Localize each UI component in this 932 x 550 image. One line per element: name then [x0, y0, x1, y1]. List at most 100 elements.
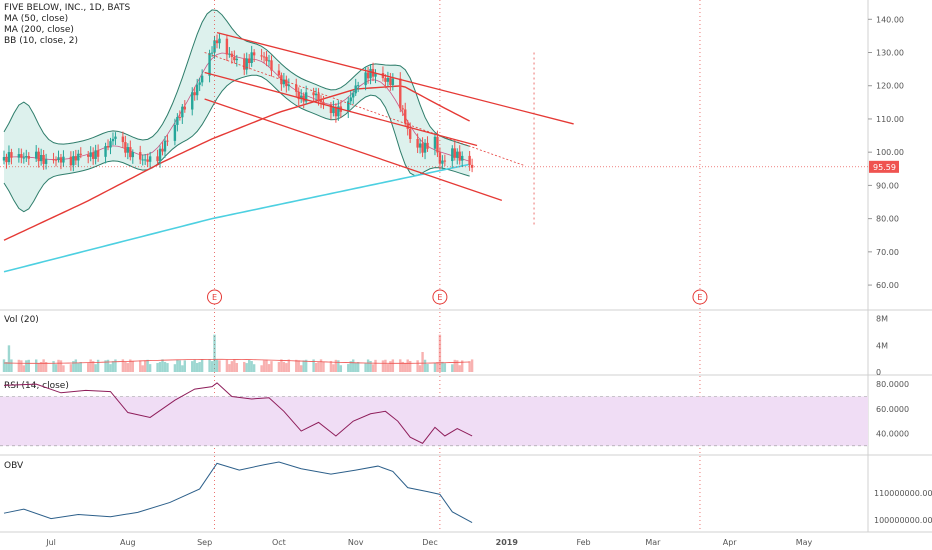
- candle-body: [17, 154, 21, 158]
- candle-body: [441, 160, 444, 164]
- volume-y-tick-label: 4M: [876, 341, 888, 350]
- candle-body: [285, 79, 288, 87]
- candle-body: [243, 58, 246, 70]
- volume-bar: [121, 359, 125, 372]
- x-tick-label: Jul: [45, 538, 56, 547]
- candle-body: [5, 157, 8, 163]
- volume-bar: [319, 359, 323, 372]
- obv-pane-label: OBV: [4, 461, 24, 471]
- rsi-line: [3, 382, 473, 444]
- volume-bar: [374, 359, 377, 372]
- volume-bar: [87, 363, 90, 372]
- candle-body: [59, 157, 63, 163]
- volume-bar: [235, 362, 239, 372]
- candle-body: [337, 106, 340, 117]
- price-y-tick-label: 90.00: [876, 181, 899, 190]
- price-y-tick-label: 100.00: [876, 148, 904, 157]
- volume-bar: [104, 360, 107, 372]
- candle-body: [163, 140, 167, 152]
- volume-bar: [218, 360, 221, 372]
- candle-body: [391, 78, 395, 85]
- legend-title: FIVE BELOW, INC., 1D, BATS: [4, 3, 131, 13]
- volume-bar: [215, 359, 219, 372]
- candle-body: [79, 153, 82, 155]
- volume-bar: [181, 365, 184, 372]
- volume-bar: [384, 359, 387, 372]
- candle-body: [89, 152, 92, 157]
- x-tick-label: May: [796, 538, 813, 547]
- volume-bar: [267, 364, 271, 372]
- candle-body: [270, 60, 273, 71]
- candle-body: [334, 107, 338, 117]
- candle-body: [404, 109, 407, 124]
- candle-body: [218, 38, 221, 44]
- candle-body: [200, 75, 204, 83]
- volume-bar: [161, 359, 164, 372]
- candle-body: [121, 136, 125, 143]
- volume-bar: [74, 359, 78, 372]
- x-tick-label: Nov: [348, 538, 364, 547]
- price-y-tick-label: 130.00: [876, 49, 904, 58]
- volume-bar: [52, 361, 55, 372]
- volume-bar: [114, 359, 117, 372]
- volume-bar: [91, 361, 95, 372]
- candle-body: [470, 164, 474, 168]
- bollinger-band-fill: [4, 9, 470, 212]
- x-tick-label: Aug: [120, 538, 136, 547]
- volume-bar: [418, 365, 422, 372]
- candle-body: [366, 72, 370, 79]
- candle-body: [69, 156, 73, 166]
- candle-body: [225, 38, 229, 55]
- volume-bar: [42, 359, 45, 372]
- candle-body: [34, 151, 38, 159]
- volume-bar: [198, 362, 201, 372]
- volume-bar: [280, 359, 283, 372]
- volume-bar: [230, 361, 234, 372]
- candle-body: [139, 152, 142, 160]
- volume-bar: [297, 360, 300, 372]
- candle-body: [356, 85, 360, 87]
- candle-body: [87, 154, 90, 157]
- candle-body: [418, 143, 422, 148]
- volume-bar: [312, 359, 315, 372]
- volume-bar: [423, 359, 427, 372]
- candle-body: [22, 157, 26, 159]
- volume-bar: [416, 360, 419, 372]
- volume-bar: [339, 365, 343, 372]
- earnings-marker-label: E: [697, 293, 702, 302]
- volume-bar: [228, 364, 231, 372]
- candle-body: [228, 53, 231, 55]
- volume-bar: [191, 361, 194, 372]
- volume-bar: [17, 359, 21, 372]
- rsi-y-tick-label: 40.0000: [876, 430, 909, 439]
- rsi-band: [0, 396, 868, 446]
- candle-body: [62, 156, 65, 163]
- volume-bar: [62, 365, 65, 372]
- volume-bar: [156, 363, 159, 372]
- volume-bar: [143, 360, 147, 372]
- volume-bar: [300, 365, 303, 372]
- volume-bar: [334, 359, 338, 372]
- earnings-marker: [207, 289, 223, 305]
- volume-bar: [401, 361, 404, 372]
- x-tick-label: Apr: [723, 538, 738, 547]
- candle-body: [267, 60, 271, 62]
- volume-bar: [20, 360, 23, 372]
- candle-body: [300, 95, 303, 100]
- volume-bar: [126, 363, 130, 372]
- candle-body: [426, 142, 429, 149]
- candle-body: [143, 159, 147, 161]
- channel-middle-line: [204, 71, 478, 147]
- volume-bar: [451, 364, 454, 372]
- volume-bar: [7, 345, 11, 372]
- volume-bar: [39, 361, 43, 372]
- ma200-line: [3, 163, 470, 273]
- volume-bar: [250, 361, 253, 372]
- candle-body: [287, 84, 291, 87]
- price-y-tick-label: 60.00: [876, 281, 899, 290]
- candle-body: [94, 150, 97, 159]
- volume-bar: [265, 359, 268, 372]
- candle-body: [252, 52, 256, 56]
- candle-body: [166, 140, 169, 142]
